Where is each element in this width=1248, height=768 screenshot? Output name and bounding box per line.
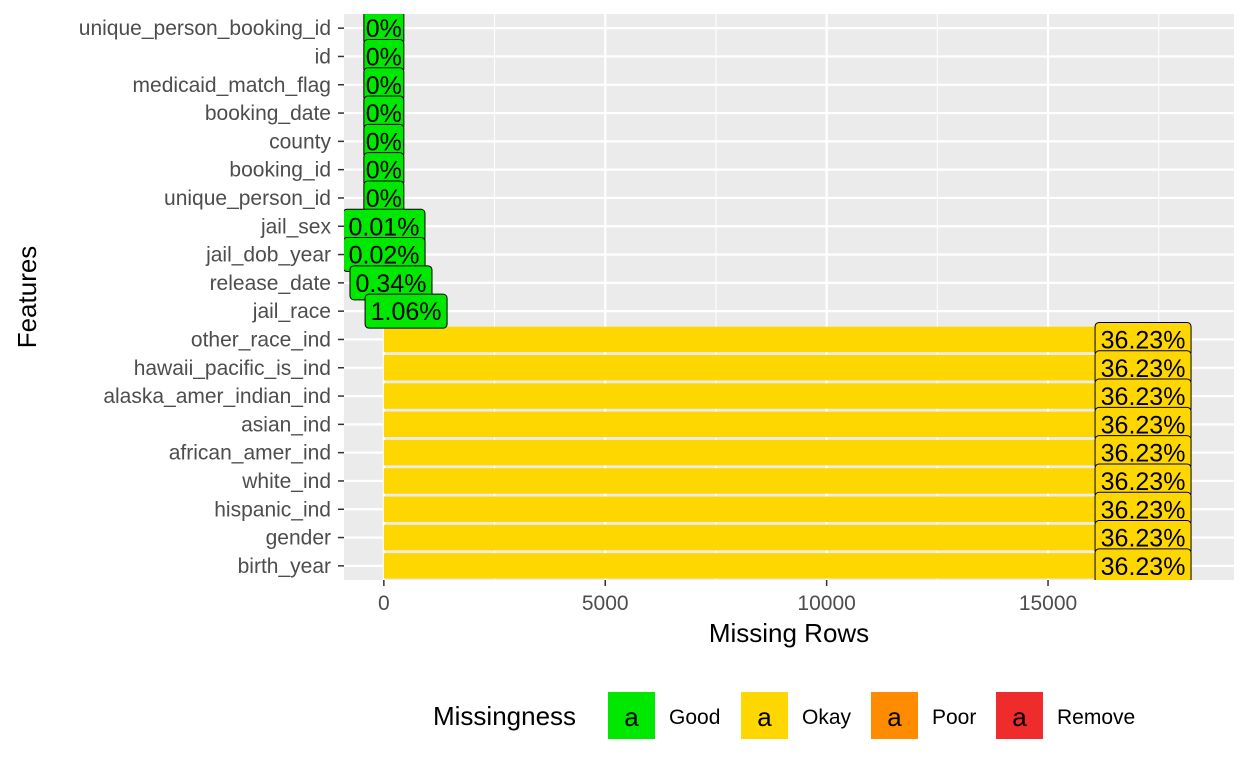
bar-label: 0% [366,128,402,156]
legend-key-glyph: a [887,702,902,732]
y-tick-label: medicaid_match_flag [133,74,331,97]
bar [383,553,1144,579]
bar-label: 36.23% [1101,326,1186,354]
bar-label: 0% [366,157,402,185]
legend-key-glyph: a [624,702,639,732]
y-tick-label: hispanic_ind [214,498,331,521]
bar [383,468,1144,494]
bar-label-box [1094,548,1192,580]
legend-title: Missingness [433,701,576,731]
bar-label: 0% [366,43,402,71]
legend-key-swatch [608,692,655,739]
legend-key-swatch [741,692,788,739]
bar-label: 0.02% [349,242,420,270]
y-tick-label: release_date [210,272,331,295]
x-tick-label: 10000 [797,592,855,615]
bar-label: 0% [366,15,402,43]
legend-label: Good [669,706,720,729]
y-tick-label: county [269,130,331,153]
y-tick-label: booking_date [205,102,331,125]
y-tick-label: asian_ind [241,413,331,436]
bar [383,326,1144,353]
bar [383,383,1144,409]
bar-label: 0% [366,100,402,128]
y-tick-label: jail_race [252,300,331,323]
bar-label: 36.23% [1101,496,1186,524]
x-axis-title: Missing Rows [709,618,869,648]
legend-key-swatch [996,692,1043,739]
y-tick-label: unique_person_booking_id [79,17,331,40]
bar-label: 36.23% [1101,411,1186,439]
bar-label: 36.23% [1101,468,1186,496]
y-tick-label: gender [266,527,331,550]
y-tick-label: booking_id [229,159,331,182]
y-tick-label: jail_sex [260,215,332,238]
bar-label: 36.23% [1101,383,1186,411]
legend-key-glyph: a [757,702,772,732]
legend-key-glyph: a [1012,702,1027,732]
x-tick-label: 0 [378,592,390,615]
y-tick-label: alaska_amer_indian_ind [103,385,331,408]
y-tick-label: white_ind [241,470,331,493]
x-tick-label: 15000 [1019,592,1077,615]
bar-label: 0% [366,185,402,213]
legend-label: Poor [932,706,976,729]
y-tick-label: hawaii_pacific_is_ind [134,357,331,380]
legend-label: Remove [1057,706,1135,729]
bar-label: 1.06% [371,298,442,326]
y-tick-label: birth_year [238,555,331,578]
bar-label: 0.01% [349,213,420,241]
legend: Missingness a Good a Okay a Poor a Remove [433,692,1135,739]
x-axis: 0 5000 10000 15000 [378,580,1077,615]
bar-label: 36.23% [1101,355,1186,383]
bar-label: 36.23% [1101,553,1186,581]
bar-label: 36.23% [1101,525,1186,553]
bar [383,411,1144,438]
y-tick-label: african_amer_ind [169,442,331,465]
bar-label: 0% [366,72,402,100]
bar-labels: 0%0%0%0%0%0%0%0.01%0.02%0.34%1.06%36.23%… [344,14,1192,581]
y-tick-label: jail_dob_year [205,244,331,267]
bar [383,355,1144,381]
y-axis-title: Features [12,246,42,349]
bar-label: 36.23% [1101,440,1186,468]
legend-key-swatch [871,692,918,739]
legend-label: Okay [802,706,852,729]
bar [383,439,1144,466]
y-tick-label: unique_person_id [164,187,331,210]
y-tick-label: other_race_ind [191,328,331,351]
bar [383,496,1144,522]
y-tick-label: id [315,45,331,68]
bar [383,524,1144,551]
bar-label: 0.34% [356,270,427,298]
x-tick-label: 5000 [582,592,629,615]
bars [383,213,1144,579]
bar-label-box [364,293,448,329]
